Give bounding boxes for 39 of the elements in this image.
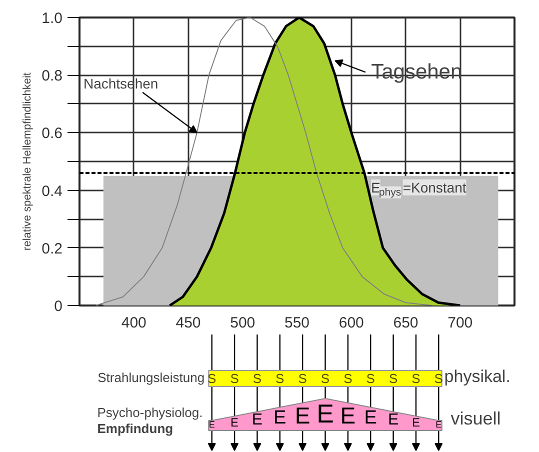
text: E xyxy=(340,402,356,429)
text: S xyxy=(366,371,376,386)
text: E xyxy=(294,402,310,429)
y-tick-label: 0 xyxy=(54,298,62,315)
x-tick-label: 550 xyxy=(284,314,310,332)
text: E xyxy=(388,412,399,429)
x-tick-label: 400 xyxy=(121,314,146,332)
text: E xyxy=(208,420,215,430)
text: E xyxy=(252,412,263,429)
y-tick-label: 0.8 xyxy=(42,68,63,85)
text: Psycho-physiolog. xyxy=(97,405,203,420)
y-tick-label: 1.0 xyxy=(42,10,63,27)
text: S xyxy=(252,371,262,386)
x-tick-label: 600 xyxy=(338,314,364,332)
text: Empfindung xyxy=(97,421,174,436)
y-tick-label: 0.4 xyxy=(42,182,63,200)
y-tick-label: 0.6 xyxy=(42,125,63,142)
text: E xyxy=(316,398,334,428)
text: S xyxy=(298,371,308,386)
text: S xyxy=(388,371,398,386)
y-axis-title: relative spektrale Hellempfindlichkeit xyxy=(22,72,34,250)
text: visuell xyxy=(450,408,501,428)
text: physikal. xyxy=(444,367,510,386)
text: E xyxy=(412,415,420,430)
text: S xyxy=(320,371,330,386)
text: E xyxy=(436,420,442,430)
x-tick-label: 700 xyxy=(448,314,473,332)
text: S xyxy=(344,371,353,386)
x-tick-label: 450 xyxy=(176,314,201,332)
x-tick-label: 650 xyxy=(393,314,418,332)
text: Strahlungsleistung xyxy=(98,370,205,385)
y-tick-label: 0.2 xyxy=(42,240,63,258)
text: S xyxy=(412,371,421,386)
text: E xyxy=(274,407,286,428)
text: S xyxy=(230,371,240,386)
text: E xyxy=(364,407,377,428)
text: S xyxy=(276,371,285,386)
text: E xyxy=(230,415,239,430)
x-tick-label: 500 xyxy=(230,314,256,332)
